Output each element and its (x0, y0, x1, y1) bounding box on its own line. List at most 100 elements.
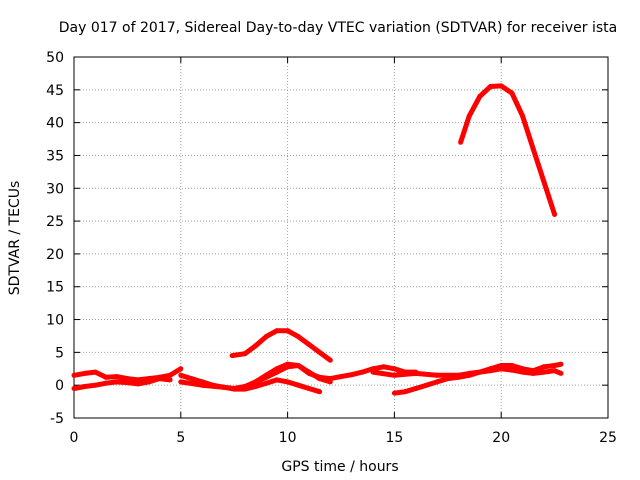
data-point (82, 384, 88, 389)
data-point (306, 370, 312, 376)
data-point (317, 374, 323, 380)
data-point (509, 363, 515, 368)
data-point (488, 366, 493, 372)
data-point (103, 380, 109, 386)
data-point (124, 380, 130, 386)
y-tick-label: 30 (46, 181, 64, 197)
y-tick-label: 15 (46, 280, 64, 296)
x-axis-label: GPS time / hours (281, 459, 398, 475)
x-tick-label: 0 (70, 430, 79, 446)
data-point (295, 334, 301, 340)
data-point (466, 370, 472, 376)
data-point (434, 379, 440, 385)
data-point (71, 372, 77, 378)
axis-ticks: 0 5 10 15 20 25 -5 0 5 10 15 20 25 30 35 40 45 50 (46, 50, 617, 446)
data-point (466, 113, 472, 119)
data-point (552, 363, 558, 368)
data-point (242, 386, 248, 392)
y-axis-label: SDTVAR / TECUs (7, 181, 23, 296)
data-point (391, 366, 397, 372)
data-point (263, 372, 269, 378)
data-point (295, 363, 301, 368)
series-line-arc-2 (231, 328, 332, 363)
x-tick-label: 25 (599, 430, 617, 446)
y-tick-label: 5 (55, 345, 64, 361)
data-point (530, 146, 536, 152)
data-point (92, 369, 98, 375)
data-point (381, 364, 387, 370)
data-point (285, 379, 291, 385)
data-point (178, 372, 184, 378)
data-point (253, 384, 259, 389)
y-tick-label: 40 (46, 116, 64, 132)
data-point (274, 366, 280, 372)
x-tick-label: 20 (492, 430, 510, 446)
data-point (103, 374, 109, 380)
data-point (146, 379, 152, 385)
data-point (520, 113, 526, 119)
data-point (359, 369, 365, 375)
data-point (306, 386, 312, 391)
x-tick-label: 10 (279, 430, 297, 446)
data-point (229, 353, 235, 359)
data-point (274, 328, 280, 334)
data-point (317, 389, 323, 395)
data-point (327, 357, 333, 363)
data-point (558, 361, 564, 367)
data-point (520, 366, 526, 372)
data-point (263, 380, 269, 386)
data-point (413, 386, 419, 391)
data-point (274, 377, 280, 383)
data-point (541, 364, 547, 370)
data-point (306, 342, 312, 347)
data-point (498, 83, 504, 89)
data-point (189, 376, 194, 382)
data-point (509, 367, 515, 373)
data-point (124, 376, 130, 382)
data-point (231, 386, 237, 392)
data-point (434, 372, 440, 378)
series-line-arc-4 (73, 376, 171, 391)
data-point (530, 368, 536, 374)
data-point (295, 382, 301, 388)
data-series (71, 83, 564, 396)
data-point (242, 351, 248, 357)
data-point (541, 179, 547, 185)
data-point (317, 349, 323, 355)
x-tick-label: 5 (176, 430, 185, 446)
data-point (114, 374, 120, 380)
y-tick-label: 20 (46, 247, 64, 263)
data-point (253, 379, 259, 385)
data-point (458, 139, 464, 145)
data-point (285, 328, 291, 334)
data-point (167, 372, 173, 378)
y-tick-label: 0 (55, 378, 64, 394)
data-point (263, 334, 269, 340)
data-point (71, 386, 77, 391)
data-point (349, 372, 355, 378)
data-point (135, 381, 141, 387)
data-point (488, 84, 493, 89)
data-point (541, 369, 547, 375)
data-point (370, 369, 376, 375)
data-point (402, 389, 408, 395)
data-point (391, 390, 397, 396)
data-point (413, 370, 419, 376)
y-tick-label: 25 (46, 214, 64, 230)
data-point (156, 376, 162, 382)
data-point (92, 382, 98, 388)
chart-title: Day 017 of 2017, Sidereal Day-to-day VTE… (59, 20, 617, 36)
data-point (82, 370, 88, 376)
data-point (167, 377, 173, 383)
data-point (327, 376, 333, 382)
data-point (509, 90, 515, 96)
data-point (199, 382, 205, 388)
y-tick-label: 45 (46, 83, 64, 99)
data-point (456, 372, 461, 378)
data-point (114, 379, 120, 385)
data-point (477, 369, 483, 375)
data-point (558, 370, 564, 376)
data-point (498, 363, 504, 368)
x-tick-label: 15 (385, 430, 403, 446)
